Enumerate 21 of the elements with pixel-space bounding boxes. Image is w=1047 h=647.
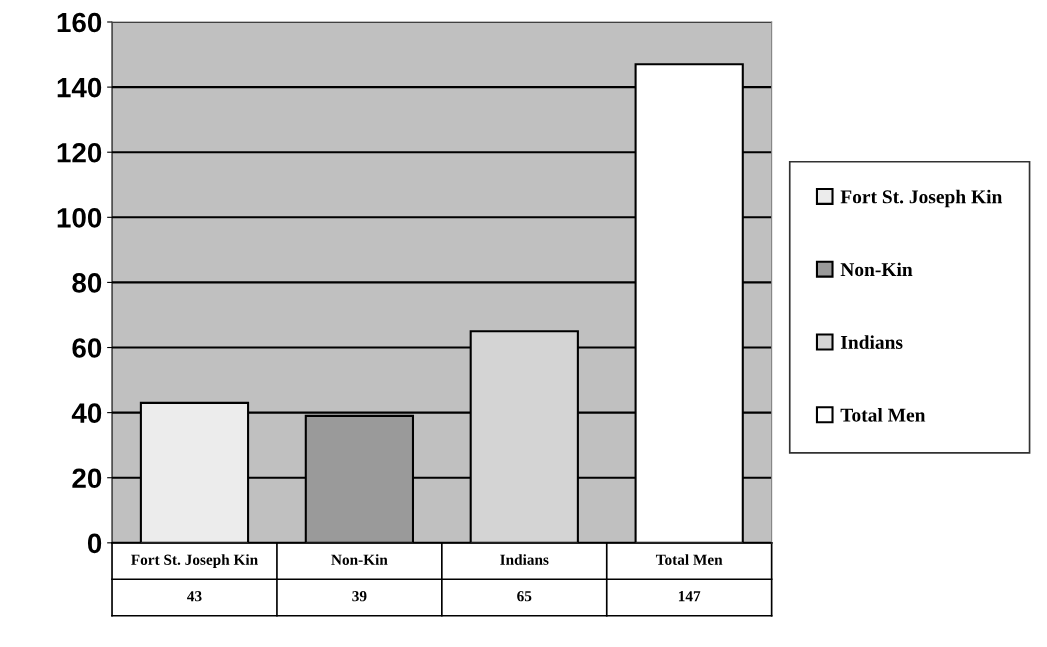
legend-label: Non-Kin <box>840 262 913 277</box>
y-tick-label: 160 <box>57 12 102 33</box>
y-tick-label: 40 <box>71 403 102 423</box>
x-tick-label: Total Men <box>655 554 723 565</box>
y-tick-label: 20 <box>72 468 102 489</box>
y-tick-label: 0 <box>87 533 102 554</box>
y-tick-label: 80 <box>72 273 102 293</box>
data-label: 39 <box>352 591 367 602</box>
x-tick-label: Non-Kin <box>331 554 388 565</box>
y-tick-label: 100 <box>57 207 102 228</box>
legend-label: Indians <box>840 335 903 349</box>
data-label: 147 <box>678 591 701 602</box>
y-tick-label: 140 <box>57 77 102 98</box>
x-tick-label: Fort St. Joseph Kin <box>131 554 258 568</box>
legend-label: Total Men <box>840 408 926 422</box>
y-tick-label: 120 <box>57 142 102 163</box>
x-tick-label: Indians <box>500 554 549 565</box>
data-label: 43 <box>187 591 202 602</box>
legend-label: Fort St. Joseph Kin <box>840 189 1003 208</box>
data-label: 65 <box>517 591 532 602</box>
y-tick-label: 60 <box>72 338 102 358</box>
